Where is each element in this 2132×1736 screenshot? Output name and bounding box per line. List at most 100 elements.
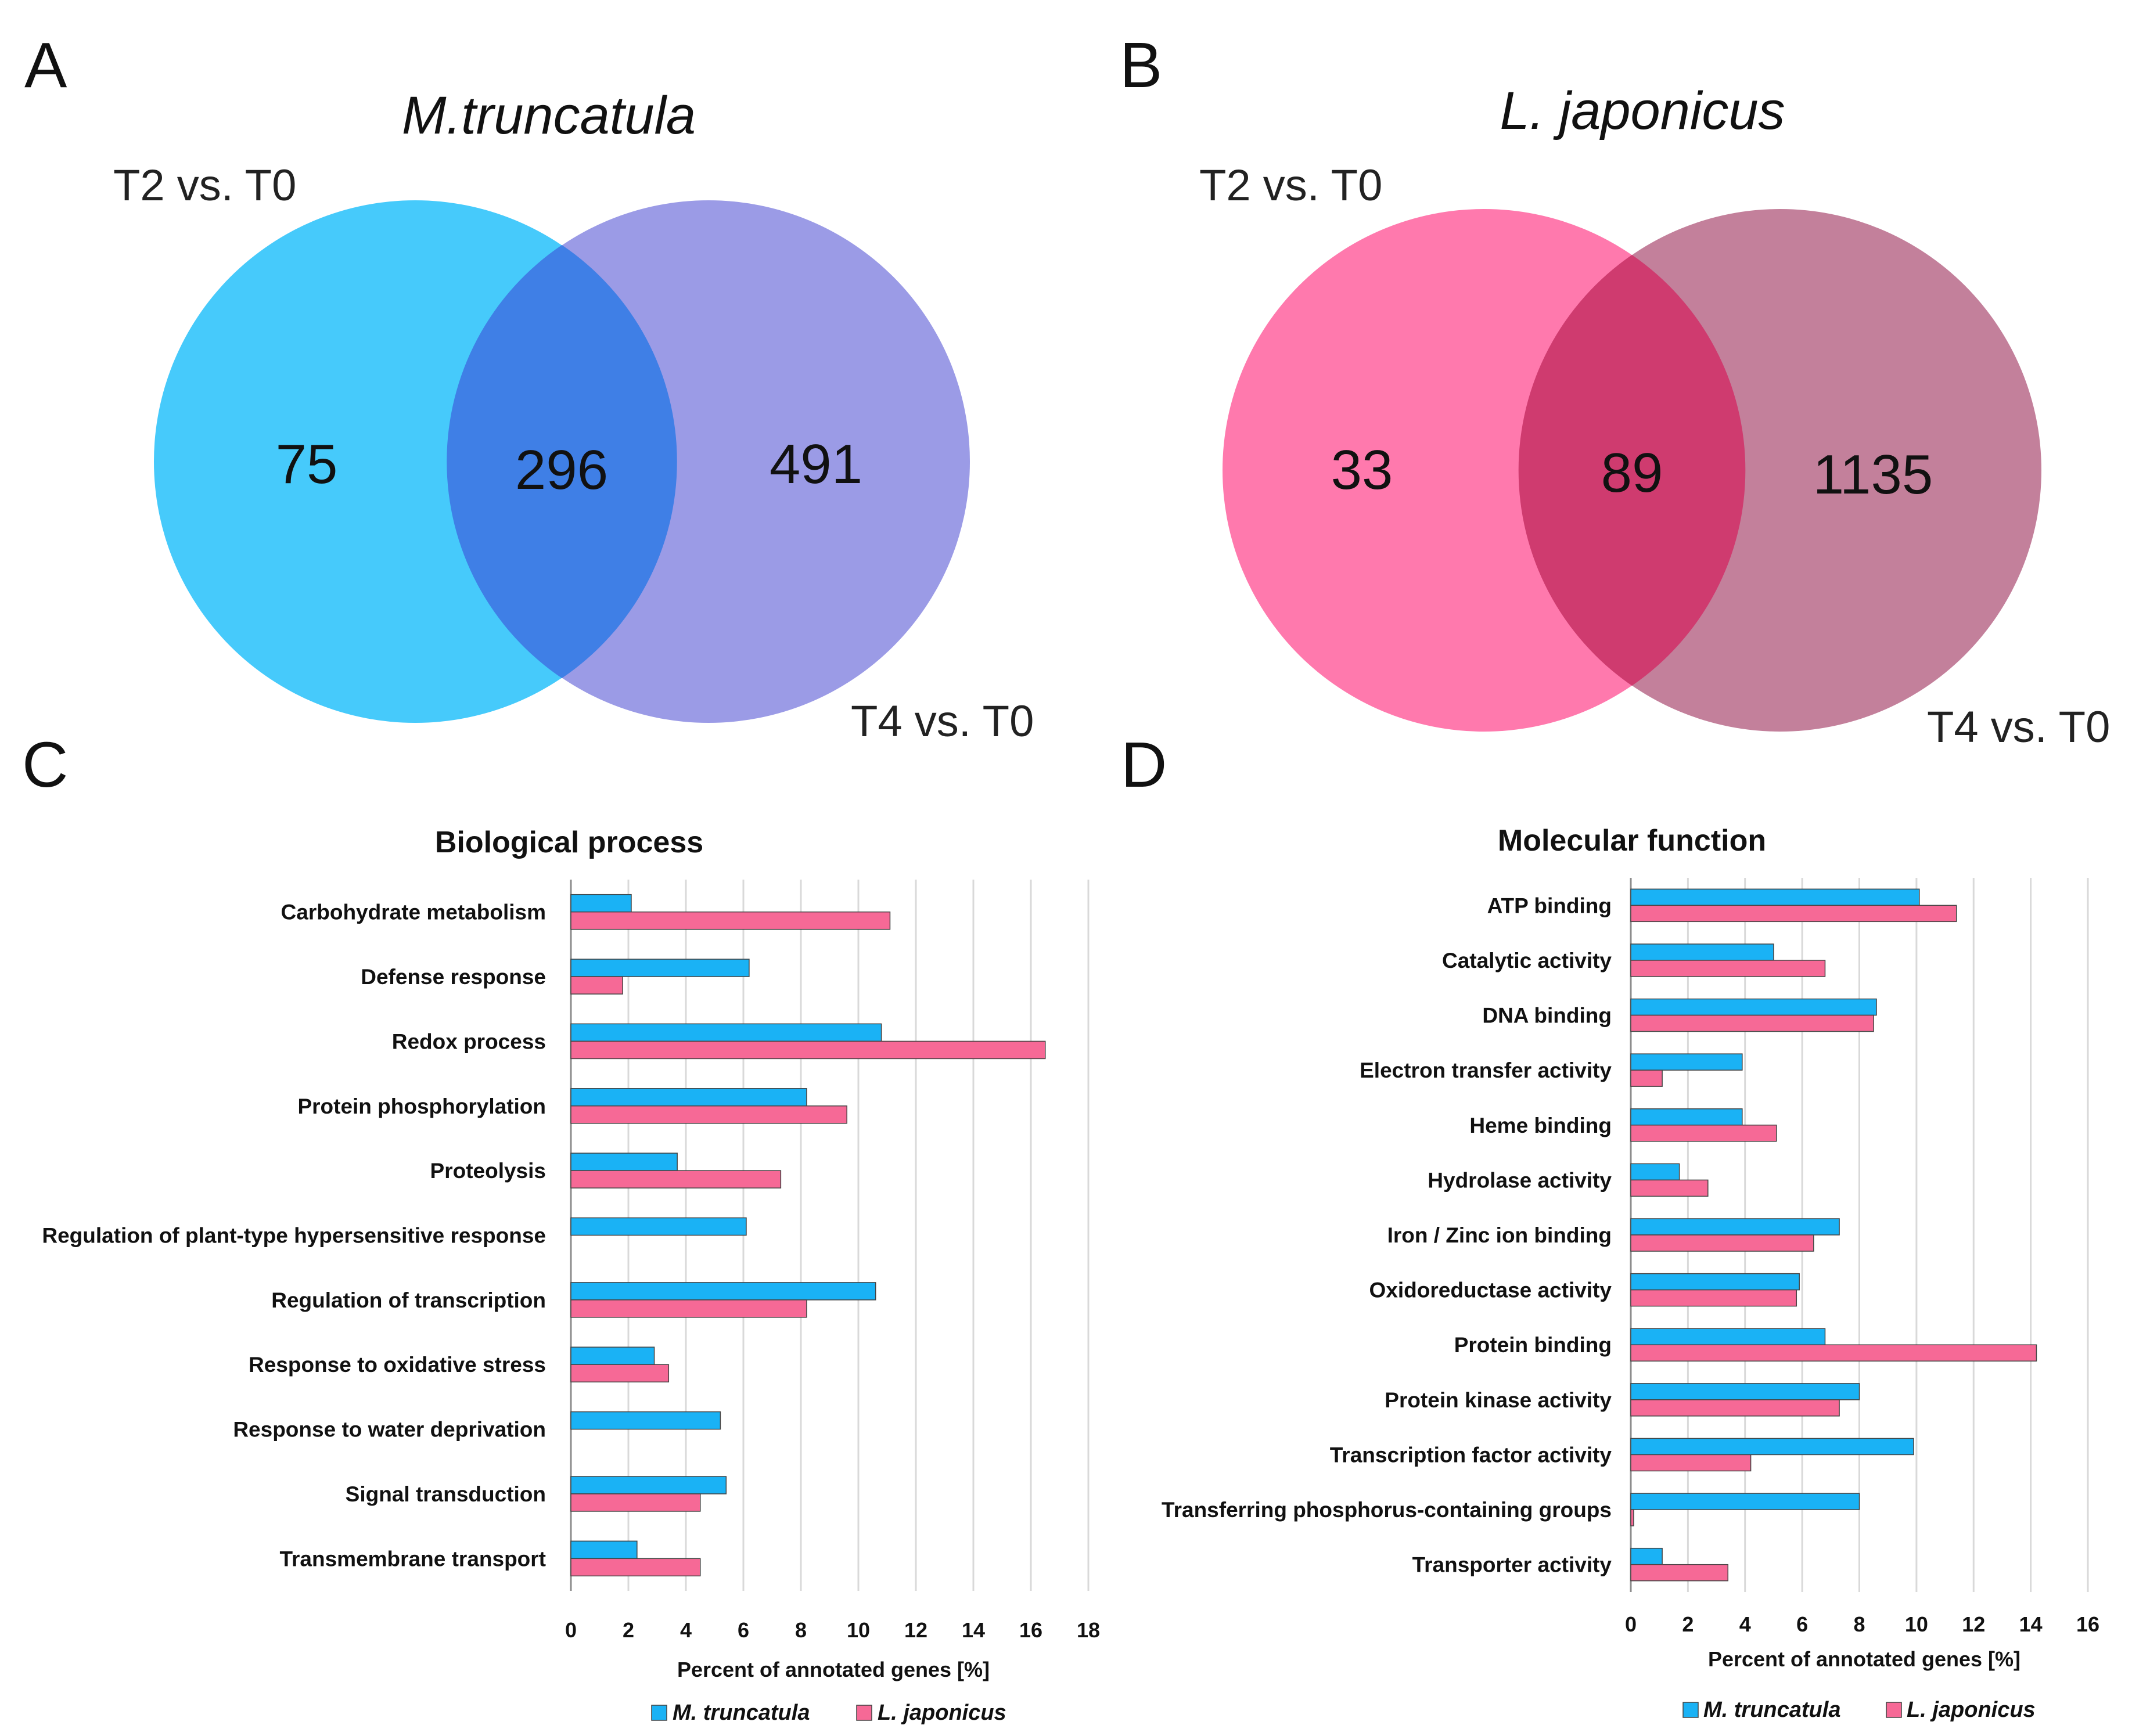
venn-a-title: M.truncatula <box>402 86 696 145</box>
chart-d-bar-l-japonicus <box>1630 1344 2037 1362</box>
bar-chart-molecular-function: Molecular function ATP binding Catalytic … <box>1162 824 2099 1722</box>
chart-c-x-tick-label: 12 <box>904 1618 927 1642</box>
chart-d-bar-m-truncatula <box>1630 1273 1800 1291</box>
chart-d-title: Molecular function <box>1498 824 1766 858</box>
chart-d-bar-m-truncatula <box>1630 943 1774 961</box>
chart-c-x-tick-label: 8 <box>795 1618 807 1642</box>
chart-d-x-tick-label: 16 <box>2076 1612 2099 1636</box>
chart-d-x-tick-label: 12 <box>1962 1612 1985 1636</box>
chart-d-x-tick-label: 14 <box>2019 1612 2043 1636</box>
venn-diagram-a: M.truncatula T2 vs. T0 T4 vs. T0 75 296 … <box>113 86 1034 746</box>
chart-c-category-label: Defense response <box>361 965 546 989</box>
venn-b-title: L. japonicus <box>1500 81 1785 141</box>
chart-c-category-label: Proteolysis <box>430 1159 546 1183</box>
chart-c-bars <box>570 894 1046 1577</box>
chart-d-bar-l-japonicus <box>1630 1014 1874 1032</box>
chart-d-category-label: DNA binding <box>1482 1004 1612 1028</box>
chart-d-legend: M. truncatula L. japonicus <box>1682 1698 2036 1722</box>
venn-b-label-first: T2 vs. T0 <box>1199 161 1382 210</box>
chart-d-x-tick-label: 4 <box>1739 1612 1751 1636</box>
venn-b-count-overlap: 89 <box>1601 442 1663 504</box>
chart-d-category-label: Transporter activity <box>1412 1553 1612 1577</box>
chart-d-bar-m-truncatula <box>1630 1493 1860 1510</box>
chart-d-bars <box>1630 888 2037 1582</box>
chart-d-category-label: Iron / Zinc ion binding <box>1387 1223 1612 1247</box>
chart-d-legend-swatch-lj <box>1886 1702 1902 1718</box>
chart-c-tick-labels: 0 2 4 6 8 10 12 14 16 18 <box>565 1618 1100 1642</box>
chart-d-bar-m-truncatula <box>1630 1383 1860 1400</box>
chart-c-category-label: Regulation of plant-type hypersensitive … <box>42 1224 546 1248</box>
chart-d-tick-labels: 0 2 4 6 8 10 12 14 16 <box>1625 1612 2099 1636</box>
chart-c-bar-m-truncatula <box>570 1411 721 1430</box>
chart-d-category-label: Electron transfer activity <box>1360 1058 1612 1082</box>
chart-d-category-label: Protein binding <box>1454 1333 1612 1357</box>
chart-d-bar-l-japonicus <box>1630 1289 1797 1307</box>
chart-c-x-tick-label: 10 <box>847 1618 870 1642</box>
chart-d-bar-m-truncatula <box>1630 1547 1663 1565</box>
chart-d-category-label: Heme binding <box>1469 1114 1612 1137</box>
chart-c-category-label: Transmembrane transport <box>279 1547 546 1571</box>
chart-c-category-label: Signal transduction <box>346 1482 546 1506</box>
venn-a-overlap <box>447 245 677 678</box>
chart-c-category-label: Protein phosphorylation <box>297 1094 546 1118</box>
chart-c-bar-l-japonicus <box>570 1105 847 1124</box>
chart-d-legend-label-lj: L. japonicus <box>1907 1698 2036 1722</box>
chart-d-bar-m-truncatula <box>1630 998 1877 1016</box>
chart-c-bar-l-japonicus <box>570 911 891 930</box>
venn-a-label-first: T2 vs. T0 <box>113 161 296 210</box>
chart-c-x-axis-title: Percent of annotated genes [%] <box>677 1658 990 1681</box>
chart-d-bar-l-japonicus <box>1630 905 1957 923</box>
chart-c-bar-m-truncatula <box>570 1217 747 1236</box>
panel-letter-c: C <box>22 729 68 801</box>
chart-c-bar-l-japonicus <box>570 1558 701 1577</box>
chart-c-x-tick-label: 16 <box>1019 1618 1042 1642</box>
chart-c-category-label: Regulation of transcription <box>271 1288 546 1312</box>
chart-d-bar-l-japonicus <box>1630 1399 1840 1417</box>
chart-d-x-axis-title: Percent of annotated genes [%] <box>1708 1647 2020 1671</box>
venn-a-count-overlap: 296 <box>515 439 608 501</box>
chart-d-bar-l-japonicus <box>1630 960 1826 977</box>
chart-c-category-label: Redox process <box>392 1029 546 1053</box>
chart-d-bar-m-truncatula <box>1630 1163 1680 1181</box>
chart-d-bar-l-japonicus <box>1630 1454 1752 1472</box>
chart-d-bar-l-japonicus <box>1630 1125 1777 1142</box>
chart-d-bar-l-japonicus <box>1630 1234 1814 1252</box>
chart-c-x-tick-label: 0 <box>565 1618 577 1642</box>
chart-c-x-tick-label: 2 <box>623 1618 634 1642</box>
chart-c-legend-label-mt: M. truncatula <box>673 1701 810 1725</box>
chart-d-bar-l-japonicus <box>1630 1069 1663 1087</box>
venn-diagram-b: L. japonicus T2 vs. T0 T4 vs. T0 33 89 1… <box>1199 81 2110 752</box>
chart-d-legend-swatch-mt <box>1682 1702 1699 1718</box>
chart-d-bar-m-truncatula <box>1630 1328 1826 1345</box>
chart-c-bar-m-truncatula <box>570 1023 882 1042</box>
chart-d-category-label: Transferring phosphorus-containing group… <box>1162 1498 1612 1522</box>
chart-c-category-label: Carbohydrate metabolism <box>281 901 546 924</box>
chart-d-category-label: Catalytic activity <box>1442 949 1612 973</box>
chart-c-bar-l-japonicus <box>570 976 623 995</box>
chart-c-title: Biological process <box>435 826 703 859</box>
chart-d-bar-m-truncatula <box>1630 1438 1914 1456</box>
chart-d-bar-l-japonicus <box>1630 1179 1709 1197</box>
chart-d-category-label: Hydrolase activity <box>1428 1168 1612 1192</box>
chart-d-x-tick-label: 0 <box>1625 1612 1637 1636</box>
venn-b-count-first: 33 <box>1331 439 1393 501</box>
chart-d-bar-l-japonicus <box>1630 1509 1634 1526</box>
chart-c-bar-m-truncatula <box>570 1476 727 1494</box>
chart-d-category-label: Protein kinase activity <box>1385 1388 1612 1412</box>
chart-d-bar-m-truncatula <box>1630 1108 1743 1126</box>
chart-d-category-labels: ATP binding Catalytic activity DNA binding… <box>1162 894 1612 1576</box>
chart-c-legend-swatch-mt <box>651 1705 667 1721</box>
chart-c-x-tick-label: 18 <box>1077 1618 1100 1642</box>
chart-d-legend-label-mt: M. truncatula <box>1703 1698 1840 1722</box>
chart-d-category-label: Oxidoreductase activity <box>1369 1278 1612 1302</box>
chart-d-x-tick-label: 6 <box>1796 1612 1808 1636</box>
chart-d-bar-m-truncatula <box>1630 1218 1840 1236</box>
panel-letter-a: A <box>24 30 67 101</box>
chart-c-bar-l-japonicus <box>570 1364 670 1382</box>
chart-c-bar-m-truncatula <box>570 894 632 913</box>
chart-d-x-tick-label: 2 <box>1682 1612 1694 1636</box>
chart-d-x-tick-label: 8 <box>1853 1612 1865 1636</box>
panel-letter-d: D <box>1121 729 1167 801</box>
venn-b-label-second: T4 vs. T0 <box>1927 703 2110 752</box>
